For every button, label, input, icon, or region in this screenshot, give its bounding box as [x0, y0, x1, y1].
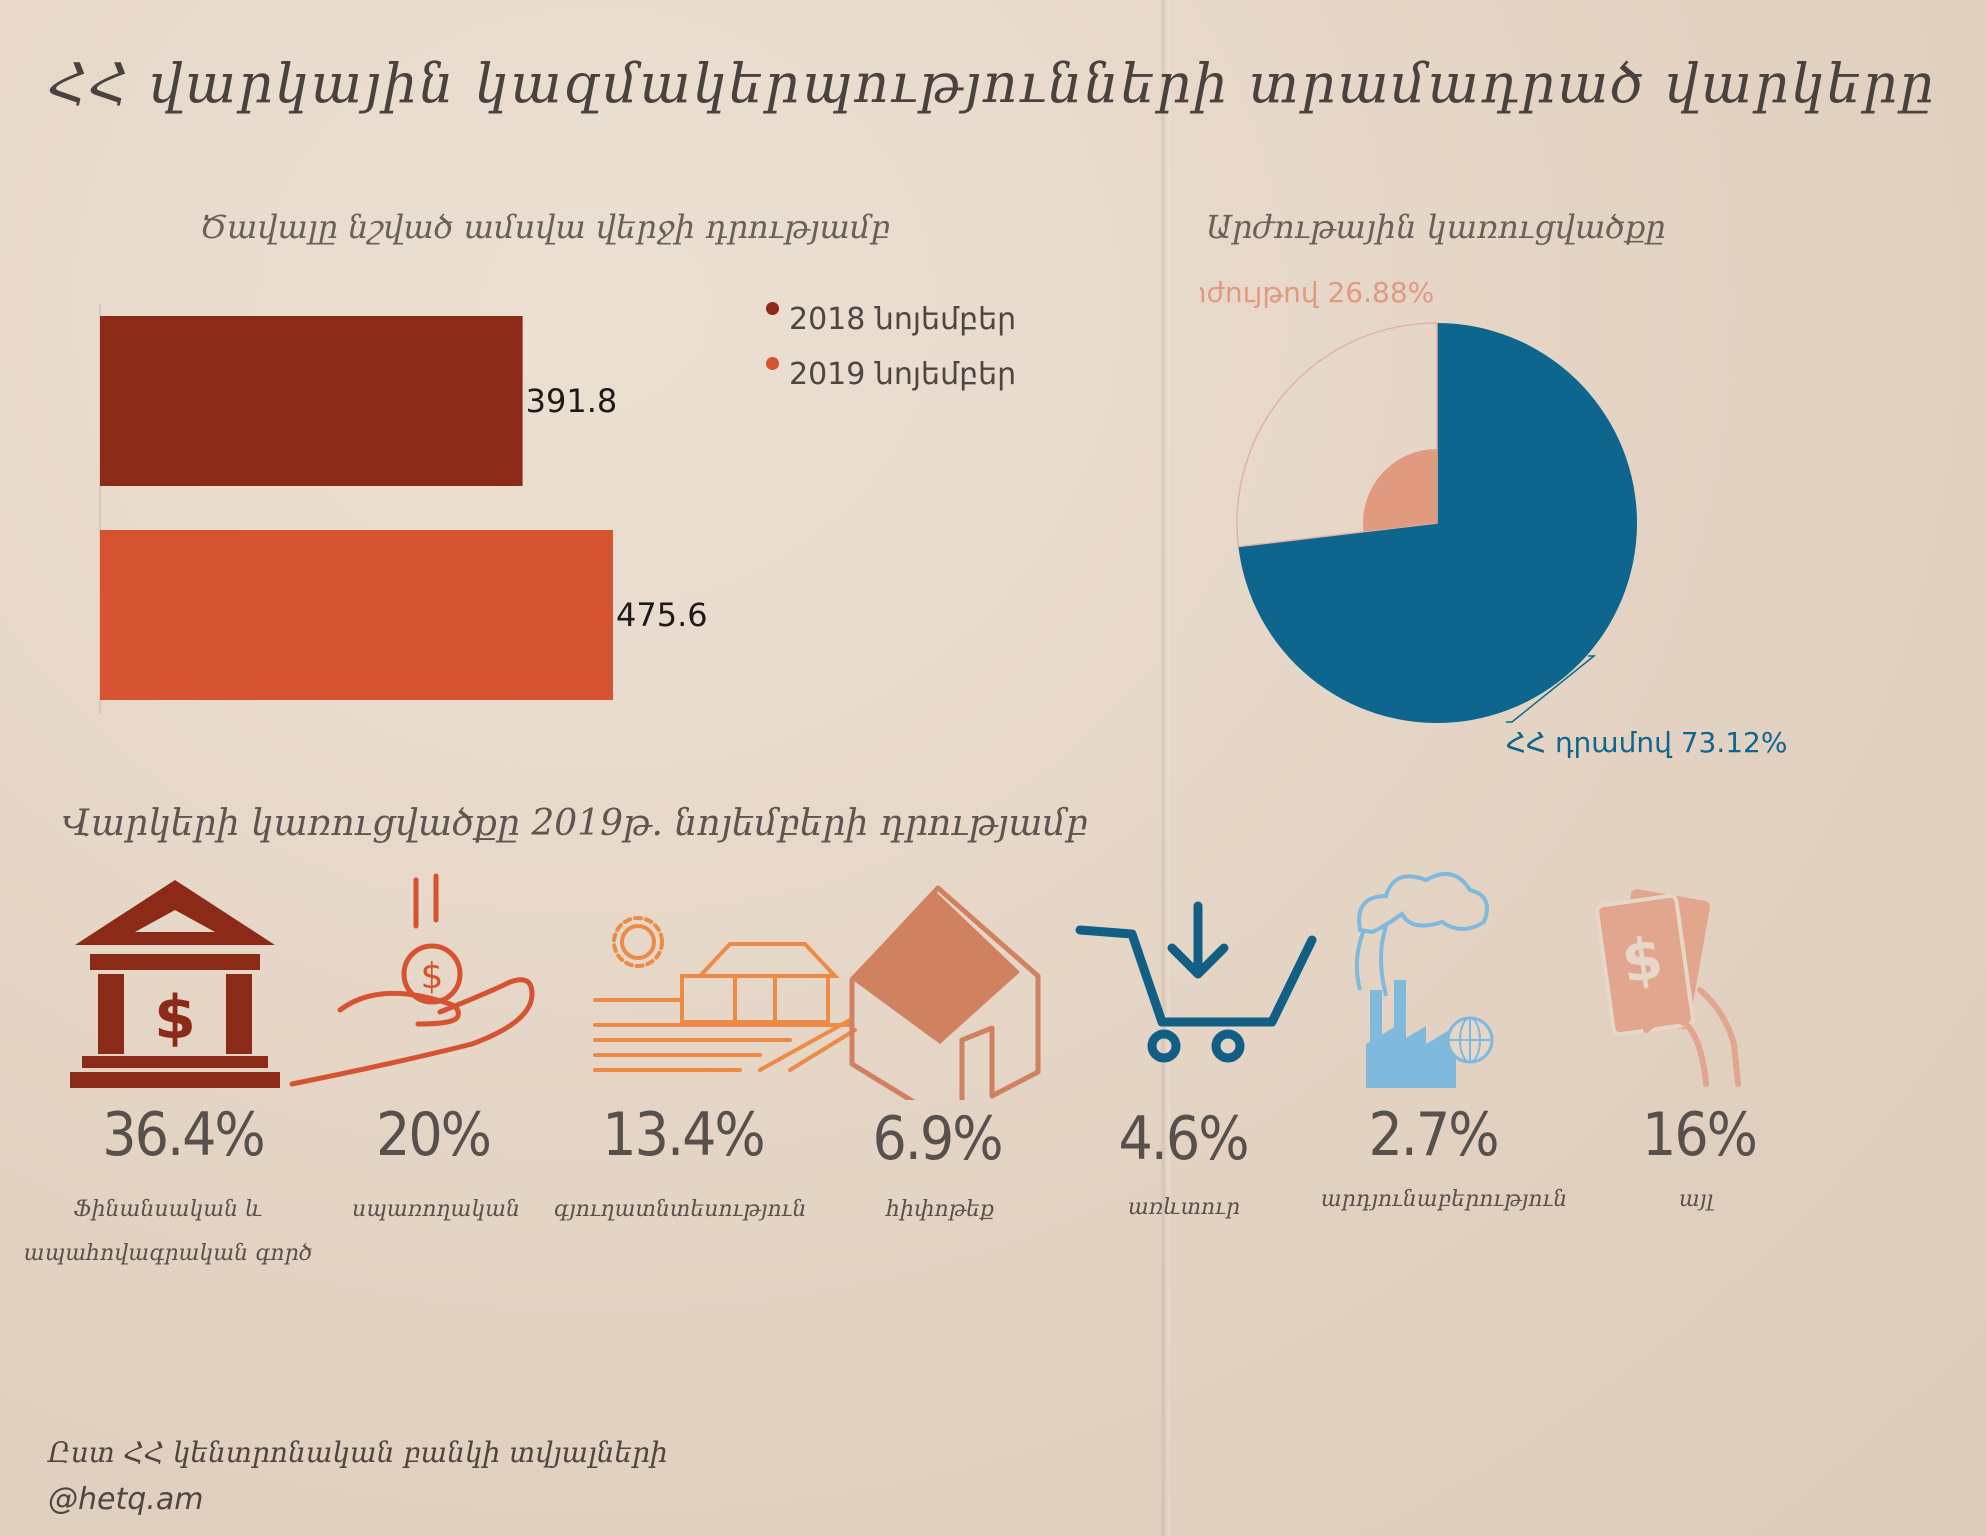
structure-percent: 16%	[1642, 1100, 1758, 1170]
structure-label: սպառողական	[352, 1197, 520, 1222]
structure-label: Ֆինանսական և ապահովագրական գործ	[23, 1197, 313, 1266]
legend-dot-2019	[766, 357, 779, 370]
structure-percent: 2.7%	[1368, 1100, 1499, 1170]
structure-label: առևտուր	[1127, 1195, 1241, 1220]
shopping-cart-icon	[1075, 901, 1317, 1063]
pie-label-fx: Արտարժույթով 26.88%	[1200, 276, 1434, 309]
pie-label-amd: ՀՀ դրամով 73.12%	[1506, 726, 1787, 759]
structure-title: Վարկերի կառուցվածքը 2019թ. նոյեմբերի դրո…	[62, 803, 1088, 844]
source-handle: @hetq.am	[48, 1482, 204, 1517]
legend-label-2018: 2018 նոյեմբեր	[789, 302, 1017, 337]
pie-slice-fx-outline	[1236, 322, 1438, 548]
structure-percent: 20%	[376, 1100, 492, 1170]
bar-chart-title: Ծավալը նշված ամսվա վերջի դրությամբ	[200, 208, 891, 246]
icon-row: $ $	[70, 871, 1741, 1100]
hand-coin-icon: $	[289, 873, 535, 1087]
structure-label: այլ	[1678, 1187, 1714, 1212]
svg-text:$: $	[1618, 924, 1667, 997]
source-note: Ըստ ՀՀ կենտրոնական բանկի տվյալների	[48, 1436, 668, 1469]
svg-text:$: $	[154, 983, 196, 1053]
pie-chart-title: Արժութային կառուցվածքը	[1206, 208, 1666, 246]
bar-1	[100, 530, 613, 700]
structure-percent: 36.4%	[102, 1100, 265, 1170]
pie-slice-fx	[1363, 449, 1437, 532]
structure-percent: 13.4%	[602, 1100, 765, 1170]
money-hand-icon: $	[1595, 889, 1741, 1087]
structure-percent: 4.6%	[1118, 1104, 1249, 1174]
structure-percent: 6.9%	[872, 1104, 1003, 1174]
bar-0	[100, 316, 523, 486]
bank-icon: $	[70, 880, 280, 1088]
pie-chart: ՀՀ դրամով 73.12% Արտարժույթով 26.88%	[1200, 276, 1787, 759]
bar-chart: 391.8 475.6	[99, 304, 708, 714]
factory-icon	[1354, 871, 1494, 1088]
pie-leader-amd	[1506, 655, 1597, 723]
structure-label: գյուղատնտեսություն	[553, 1197, 807, 1222]
structure-label: հիփոթեք	[886, 1197, 994, 1222]
house-icon	[849, 885, 1041, 1100]
legend-dot-2018	[766, 302, 779, 315]
bar-value-label: 475.6	[616, 596, 708, 634]
svg-text:$: $	[421, 956, 444, 997]
page-title: ՀՀ վարկային կազմակերպությունների տրամադր…	[48, 52, 1936, 115]
legend-item-2019: 2019 նոյեմբեր	[766, 357, 1016, 392]
structure-label: արդյունաբերություն	[1320, 1187, 1568, 1212]
bar-value-label: 391.8	[526, 382, 618, 420]
farm-icon	[593, 916, 857, 1072]
legend-label-2019: 2019 նոյեմբեր	[789, 357, 1017, 392]
legend-item-2018: 2018 նոյեմբեր	[766, 302, 1016, 337]
